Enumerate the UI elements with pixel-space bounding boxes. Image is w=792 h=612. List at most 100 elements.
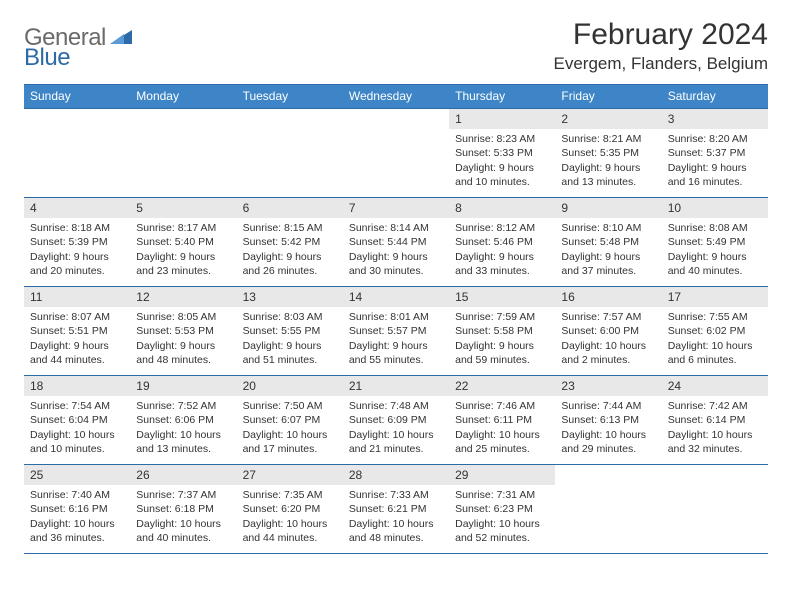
sunset-text: Sunset: 5:53 PM (136, 324, 230, 338)
day-body: Sunrise: 7:52 AMSunset: 6:06 PMDaylight:… (130, 396, 236, 460)
week-row: 18Sunrise: 7:54 AMSunset: 6:04 PMDayligh… (24, 375, 768, 464)
day-cell: 13Sunrise: 8:03 AMSunset: 5:55 PMDayligh… (237, 287, 343, 375)
sunset-text: Sunset: 5:44 PM (349, 235, 443, 249)
day-number: 27 (237, 465, 343, 485)
weekday-header: Wednesday (343, 85, 449, 108)
daylight-text: Daylight: 9 hours and 33 minutes. (455, 250, 549, 278)
day-cell: 8 Sunrise: 8:12 AMSunset: 5:46 PMDaylight… (449, 198, 555, 286)
day-number: 7 (343, 198, 449, 218)
day-number: 28 (343, 465, 449, 485)
weekday-header-row: SundayMondayTuesdayWednesdayThursdayFrid… (24, 84, 768, 108)
sunset-text: Sunset: 6:23 PM (455, 502, 549, 516)
day-cell: 28Sunrise: 7:33 AMSunset: 6:21 PMDayligh… (343, 465, 449, 553)
daylight-text: Daylight: 9 hours and 48 minutes. (136, 339, 230, 367)
logo-triangle-icon (110, 28, 132, 49)
sunrise-text: Sunrise: 7:48 AM (349, 399, 443, 413)
day-body: Sunrise: 7:44 AMSunset: 6:13 PMDaylight:… (555, 396, 661, 460)
daylight-text: Daylight: 10 hours and 25 minutes. (455, 428, 549, 456)
daylight-text: Daylight: 9 hours and 26 minutes. (243, 250, 337, 278)
sunrise-text: Sunrise: 7:57 AM (561, 310, 655, 324)
daylight-text: Daylight: 9 hours and 13 minutes. (561, 161, 655, 189)
day-number: 9 (555, 198, 661, 218)
sunrise-text: Sunrise: 8:23 AM (455, 132, 549, 146)
day-body: Sunrise: 7:50 AMSunset: 6:07 PMDaylight:… (237, 396, 343, 460)
day-cell: . (555, 465, 661, 553)
day-number: 3 (662, 109, 768, 129)
sunrise-text: Sunrise: 7:31 AM (455, 488, 549, 502)
day-cell: . (24, 109, 130, 197)
logo-blue-wrap: Blue (24, 44, 70, 72)
day-number: 16 (555, 287, 661, 307)
sunset-text: Sunset: 6:21 PM (349, 502, 443, 516)
day-cell: . (130, 109, 236, 197)
sunrise-text: Sunrise: 7:33 AM (349, 488, 443, 502)
logo-text-blue: Blue (24, 44, 70, 71)
sunrise-text: Sunrise: 7:35 AM (243, 488, 337, 502)
daylight-text: Daylight: 9 hours and 23 minutes. (136, 250, 230, 278)
day-cell: 14Sunrise: 8:01 AMSunset: 5:57 PMDayligh… (343, 287, 449, 375)
sunset-text: Sunset: 6:13 PM (561, 413, 655, 427)
day-cell: 22Sunrise: 7:46 AMSunset: 6:11 PMDayligh… (449, 376, 555, 464)
sunrise-text: Sunrise: 8:03 AM (243, 310, 337, 324)
day-number: 23 (555, 376, 661, 396)
daylight-text: Daylight: 10 hours and 29 minutes. (561, 428, 655, 456)
day-body: Sunrise: 7:37 AMSunset: 6:18 PMDaylight:… (130, 485, 236, 549)
day-cell: 1Sunrise: 8:23 AMSunset: 5:33 PMDaylight… (449, 109, 555, 197)
day-cell: 9Sunrise: 8:10 AMSunset: 5:48 PMDaylight… (555, 198, 661, 286)
sunrise-text: Sunrise: 8:20 AM (668, 132, 762, 146)
day-body: Sunrise: 8:08 AMSunset: 5:49 PMDaylight:… (662, 218, 768, 282)
weekday-header: Saturday (662, 85, 768, 108)
day-number: 12 (130, 287, 236, 307)
day-body: Sunrise: 7:33 AMSunset: 6:21 PMDaylight:… (343, 485, 449, 549)
daylight-text: Daylight: 10 hours and 2 minutes. (561, 339, 655, 367)
sunset-text: Sunset: 5:35 PM (561, 146, 655, 160)
week-row: ....1Sunrise: 8:23 AMSunset: 5:33 PMDayl… (24, 108, 768, 197)
sunrise-text: Sunrise: 7:59 AM (455, 310, 549, 324)
daylight-text: Daylight: 10 hours and 21 minutes. (349, 428, 443, 456)
day-body: Sunrise: 8:15 AMSunset: 5:42 PMDaylight:… (237, 218, 343, 282)
daylight-text: Daylight: 10 hours and 36 minutes. (30, 517, 124, 545)
day-body: Sunrise: 7:40 AMSunset: 6:16 PMDaylight:… (24, 485, 130, 549)
sunset-text: Sunset: 6:06 PM (136, 413, 230, 427)
sunset-text: Sunset: 6:00 PM (561, 324, 655, 338)
sunrise-text: Sunrise: 8:12 AM (455, 221, 549, 235)
sunrise-text: Sunrise: 7:44 AM (561, 399, 655, 413)
day-body: Sunrise: 8:10 AMSunset: 5:48 PMDaylight:… (555, 218, 661, 282)
page-header: General February 2024 Evergem, Flanders,… (24, 18, 768, 74)
day-cell: 25Sunrise: 7:40 AMSunset: 6:16 PMDayligh… (24, 465, 130, 553)
daylight-text: Daylight: 9 hours and 55 minutes. (349, 339, 443, 367)
day-cell: 17Sunrise: 7:55 AMSunset: 6:02 PMDayligh… (662, 287, 768, 375)
daylight-text: Daylight: 9 hours and 16 minutes. (668, 161, 762, 189)
day-body: Sunrise: 8:05 AMSunset: 5:53 PMDaylight:… (130, 307, 236, 371)
day-body: Sunrise: 7:48 AMSunset: 6:09 PMDaylight:… (343, 396, 449, 460)
daylight-text: Daylight: 9 hours and 10 minutes. (455, 161, 549, 189)
sunrise-text: Sunrise: 7:52 AM (136, 399, 230, 413)
day-number: 4 (24, 198, 130, 218)
day-cell: 12Sunrise: 8:05 AMSunset: 5:53 PMDayligh… (130, 287, 236, 375)
day-number: 22 (449, 376, 555, 396)
sunset-text: Sunset: 5:46 PM (455, 235, 549, 249)
weekday-header: Friday (555, 85, 661, 108)
day-cell: 2Sunrise: 8:21 AMSunset: 5:35 PMDaylight… (555, 109, 661, 197)
sunrise-text: Sunrise: 7:50 AM (243, 399, 337, 413)
sunrise-text: Sunrise: 8:01 AM (349, 310, 443, 324)
day-number: 17 (662, 287, 768, 307)
sunset-text: Sunset: 5:37 PM (668, 146, 762, 160)
daylight-text: Daylight: 9 hours and 51 minutes. (243, 339, 337, 367)
day-cell: 27Sunrise: 7:35 AMSunset: 6:20 PMDayligh… (237, 465, 343, 553)
daylight-text: Daylight: 10 hours and 32 minutes. (668, 428, 762, 456)
day-body: Sunrise: 8:14 AMSunset: 5:44 PMDaylight:… (343, 218, 449, 282)
day-body: Sunrise: 7:35 AMSunset: 6:20 PMDaylight:… (237, 485, 343, 549)
day-cell: 4Sunrise: 8:18 AMSunset: 5:39 PMDaylight… (24, 198, 130, 286)
daylight-text: Daylight: 10 hours and 10 minutes. (30, 428, 124, 456)
sunrise-text: Sunrise: 8:07 AM (30, 310, 124, 324)
day-cell: 18Sunrise: 7:54 AMSunset: 6:04 PMDayligh… (24, 376, 130, 464)
day-body: Sunrise: 8:01 AMSunset: 5:57 PMDaylight:… (343, 307, 449, 371)
day-body: Sunrise: 7:31 AMSunset: 6:23 PMDaylight:… (449, 485, 555, 549)
daylight-text: Daylight: 9 hours and 59 minutes. (455, 339, 549, 367)
day-body: Sunrise: 7:57 AMSunset: 6:00 PMDaylight:… (555, 307, 661, 371)
day-number: 2 (555, 109, 661, 129)
day-number: 11 (24, 287, 130, 307)
day-number: 8 (449, 198, 555, 218)
sunset-text: Sunset: 6:04 PM (30, 413, 124, 427)
